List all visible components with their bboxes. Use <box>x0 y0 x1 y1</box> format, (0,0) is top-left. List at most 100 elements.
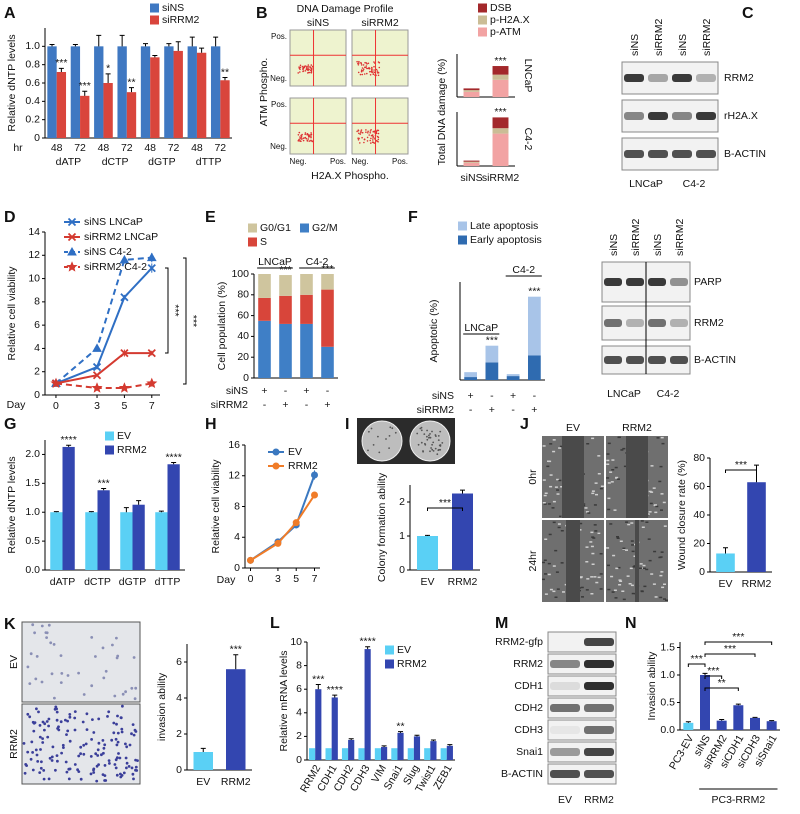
bracket <box>704 675 723 679</box>
group-label: LNCaP <box>464 322 498 334</box>
cell <box>115 773 119 777</box>
point <box>120 293 129 302</box>
blot-band <box>670 278 688 286</box>
bar <box>492 133 509 166</box>
cell <box>133 728 137 732</box>
cell <box>28 682 32 685</box>
cell <box>38 724 42 727</box>
bar <box>258 297 271 321</box>
flow-dot <box>304 70 307 72</box>
texture <box>590 593 594 595</box>
cell <box>135 769 139 772</box>
cell <box>136 759 139 762</box>
flow-plot <box>289 29 347 87</box>
lane-label: siRRM2 <box>701 19 713 56</box>
bar <box>94 46 104 139</box>
cell <box>35 655 39 658</box>
texture <box>642 564 646 567</box>
cell <box>108 762 111 765</box>
bar <box>440 748 447 760</box>
y-tick-label: 0 <box>296 754 302 766</box>
cell <box>79 745 83 749</box>
error-bar <box>166 43 172 47</box>
blot-band <box>672 74 692 82</box>
y-tick-label: 4 <box>34 342 40 354</box>
bar <box>492 74 509 80</box>
cell <box>121 692 125 696</box>
y-tick-label: 0.4 <box>25 95 40 107</box>
error-bar <box>719 719 725 721</box>
cell <box>47 724 50 728</box>
cell <box>31 768 35 772</box>
flow-dot <box>302 68 304 71</box>
flow-dot <box>300 136 303 139</box>
condition-mark: - <box>490 390 494 402</box>
flow-dot <box>310 139 312 142</box>
panel-letter: D <box>4 209 16 226</box>
flow-dot <box>358 137 360 140</box>
point <box>311 471 319 479</box>
texture <box>641 526 645 528</box>
colony <box>439 430 442 433</box>
condition-mark: - <box>284 385 288 397</box>
cell <box>101 739 105 742</box>
colony <box>434 447 437 450</box>
colony <box>424 443 427 446</box>
bar <box>321 289 334 347</box>
flow-dot <box>372 73 375 75</box>
flow-dot <box>302 67 304 69</box>
legend-label: EV <box>397 644 411 656</box>
error-bar <box>152 55 158 58</box>
cell <box>90 738 93 741</box>
texture <box>659 574 663 577</box>
flow-dot <box>372 131 375 133</box>
bracket <box>183 257 187 385</box>
group-label: dTTP <box>196 156 222 168</box>
axis-tick-label: Neg. <box>270 142 287 151</box>
texture <box>606 547 610 549</box>
texture <box>597 473 601 475</box>
point <box>147 348 156 358</box>
panel-letter: F <box>408 209 418 226</box>
texture <box>551 507 555 509</box>
flow-dot <box>357 139 360 141</box>
blot-band <box>624 150 644 158</box>
cell <box>104 779 108 782</box>
blot-strip <box>547 741 617 763</box>
texture <box>626 575 630 577</box>
significance: *** <box>169 304 181 316</box>
texture <box>586 443 590 445</box>
blot-band <box>550 682 580 690</box>
cell <box>47 717 51 721</box>
y-tick-label: 4 <box>176 692 182 704</box>
bar <box>733 705 744 730</box>
bar <box>397 732 404 760</box>
blot-band <box>696 150 716 158</box>
error-bar <box>143 43 149 47</box>
error-bar <box>66 444 72 447</box>
texture <box>556 588 560 590</box>
texture <box>639 563 643 565</box>
cell <box>41 720 45 724</box>
bar <box>300 323 313 378</box>
significance: **** <box>327 684 343 696</box>
bar <box>70 46 81 139</box>
colony <box>419 427 422 430</box>
row-label: PARP <box>694 276 722 288</box>
condition-mark: + <box>510 390 516 402</box>
bar <box>126 92 137 138</box>
cell <box>132 656 136 659</box>
bar <box>258 274 271 298</box>
texture <box>660 551 664 553</box>
y-tick-label: 6 <box>176 656 182 668</box>
y-tick-label: 2 <box>296 730 302 742</box>
colony <box>431 443 433 446</box>
bar <box>97 490 110 570</box>
flow-dot <box>307 72 309 74</box>
y-tick-label: 14 <box>28 226 40 238</box>
texture <box>560 562 564 564</box>
texture <box>646 513 650 515</box>
legend-label: siRRM2 LNCaP <box>84 231 158 243</box>
flow-dot <box>306 133 309 135</box>
flow-plot <box>351 29 409 87</box>
